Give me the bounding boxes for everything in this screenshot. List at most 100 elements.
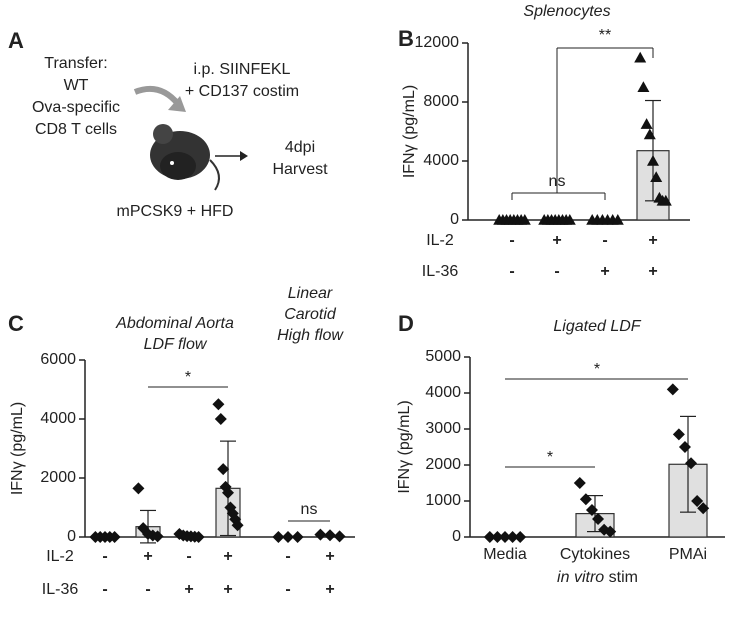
chart-panel: D Ligated LDF IFNγ (pg/mL) 0 1000 2000 3000 400… [396, 311, 725, 586]
sign: - [186, 548, 191, 565]
row-label: IL-2 [46, 548, 74, 565]
arrowhead [168, 96, 186, 112]
data-point [282, 531, 294, 543]
sign: - [285, 581, 290, 598]
data-point [222, 486, 234, 499]
data-point [212, 398, 225, 411]
data-point [573, 477, 586, 489]
y-axis-label: IFNγ (pg/mL) [401, 85, 418, 178]
data-point [291, 531, 304, 543]
y-tick-label: 4000 [40, 410, 76, 427]
panel-letter: B [398, 26, 414, 51]
data-point [324, 529, 336, 542]
diagram-text: 4dpi [285, 139, 315, 156]
sign: - [102, 581, 107, 598]
mouse-head [160, 152, 196, 180]
data-point [592, 513, 605, 525]
data-point [563, 214, 576, 225]
y-tick-label: 0 [67, 528, 76, 545]
data-point [192, 531, 205, 543]
sign: + [223, 548, 232, 565]
x-tick-label: Media [483, 546, 527, 563]
data-point [214, 413, 227, 425]
panel-a: A Transfer: WT Ova-specific CD8 T cells … [8, 28, 328, 220]
y-tick-label: 4000 [425, 384, 461, 401]
data-point [640, 118, 653, 129]
y-tick-label: 2000 [425, 456, 461, 473]
panel-letter: D [398, 311, 414, 336]
sign: + [184, 581, 193, 598]
data-point [108, 531, 121, 543]
arrowhead [240, 151, 248, 161]
sign: + [325, 548, 334, 565]
chart-panel: B Splenocytes IFNγ (pg/mL) 0 4000 8000 12000 IL… [398, 3, 690, 280]
sign: + [600, 263, 609, 280]
sign: - [285, 548, 290, 565]
sign: + [552, 232, 561, 249]
data-point [579, 493, 592, 506]
y-tick-label: 2000 [40, 469, 76, 486]
chart-title: Splenocytes [523, 3, 610, 20]
data-point [647, 155, 659, 166]
chart-title: Ligated LDF [553, 318, 641, 335]
significance-label: * [185, 369, 191, 386]
row-label: IL-36 [422, 263, 459, 280]
y-tick-label: 5000 [425, 348, 461, 365]
chart-panel: C Abdominal Aorta LDF flow Linear Carotid Hig… [8, 285, 355, 598]
mouse-ear [153, 124, 173, 144]
data-point [634, 51, 647, 63]
y-tick-label: 1000 [425, 492, 461, 509]
panel-letter: A [8, 28, 24, 53]
data-point [491, 531, 504, 543]
x-axis-label: in vitro stim [557, 569, 638, 586]
y-tick-label: 12000 [415, 34, 460, 51]
significance-label: * [547, 449, 553, 466]
y-tick-label: 3000 [425, 420, 461, 437]
data-point [499, 531, 511, 543]
sign: - [509, 232, 514, 249]
panel-letter: C [8, 311, 24, 336]
x-tick-label: PMAi [669, 546, 707, 563]
y-tick-label: 8000 [423, 93, 459, 110]
data-point [604, 525, 617, 538]
y-tick-label: 6000 [40, 351, 76, 368]
y-axis-label: IFNγ (pg/mL) [396, 400, 413, 493]
diagram-text: Ova-specific [32, 99, 120, 116]
data-point [659, 194, 672, 206]
sign: + [223, 581, 232, 598]
x-tick-label: Cytokines [560, 546, 630, 563]
arrow [133, 86, 181, 106]
data-point [585, 504, 598, 516]
mouse-tail [209, 159, 220, 191]
data-point [272, 531, 285, 543]
chart-title: Abdominal Aorta [115, 315, 234, 332]
diagram-text: Transfer: [44, 55, 107, 72]
sign: - [509, 263, 514, 280]
chart-title: High flow [277, 327, 344, 344]
chart-title: Carotid [284, 306, 337, 323]
significance-label: * [594, 361, 600, 378]
data-point [678, 441, 691, 453]
row-label: IL-2 [426, 232, 454, 249]
data-point [643, 128, 656, 140]
y-tick-label: 0 [450, 211, 459, 228]
data-point [231, 519, 244, 532]
significance-label: ** [599, 27, 611, 44]
data-point [151, 530, 164, 543]
diagram-text: i.p. SIINFEKL [194, 61, 291, 78]
data-point [314, 528, 327, 541]
data-point [691, 495, 704, 507]
mouse-eye [170, 161, 174, 165]
sign: + [648, 263, 657, 280]
sign: - [554, 263, 559, 280]
chart-title: Linear [288, 285, 333, 302]
data-point [333, 530, 346, 543]
data-point [685, 457, 698, 470]
data-point [666, 383, 679, 396]
sign: - [145, 581, 150, 598]
x-axis-label-text: stim [609, 569, 638, 586]
sign: + [143, 548, 152, 565]
data-point [650, 171, 663, 183]
diagram-text: + CD137 costim [185, 83, 299, 100]
data-point [483, 531, 496, 543]
